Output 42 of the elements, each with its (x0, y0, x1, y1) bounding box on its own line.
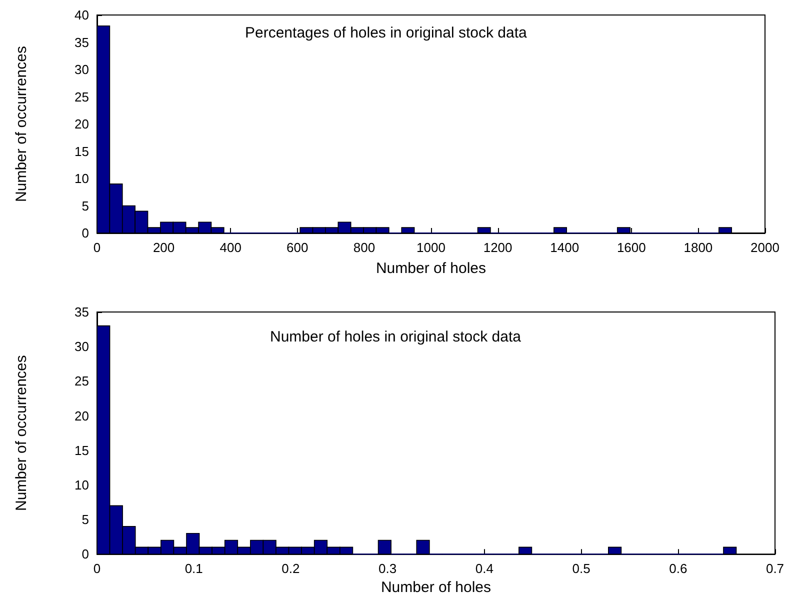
x-axis-title: Number of holes (380, 579, 492, 596)
x-tick-label: 2000 (750, 240, 780, 255)
x-tick-label: 1800 (684, 240, 713, 255)
y-tick-label: 15 (74, 144, 89, 159)
y-tick-label: 30 (74, 339, 89, 354)
x-tick-label: 0.1 (184, 561, 203, 576)
y-axis-title: Number of occurrences (13, 46, 30, 202)
y-tick-label: 0 (82, 226, 89, 240)
y-tick-label: 15 (74, 442, 89, 458)
y-tick-label: 10 (74, 171, 89, 186)
x-tick-label: 0.4 (475, 561, 494, 576)
y-tick-label: 10 (74, 477, 89, 492)
annotation: Number of holes in original stock data (270, 328, 522, 346)
x-tick-label: 0.6 (669, 561, 688, 576)
y-tick-label: 25 (74, 89, 89, 104)
x-tick-label: 200 (152, 240, 175, 255)
x-tick-label: 1000 (416, 240, 446, 255)
x-tick-label: 600 (286, 240, 308, 255)
y-tick-label: 20 (74, 408, 89, 424)
y-axis-title: Number of occurrences (13, 355, 30, 512)
x-tick-label: 400 (220, 240, 242, 255)
y-tick-label: 40 (74, 8, 89, 22)
x-tick-label: 0.5 (572, 561, 590, 576)
y-tick-label: 35 (74, 34, 89, 50)
x-tick-label: 1400 (550, 240, 580, 255)
y-tick-label: 20 (74, 116, 89, 132)
x-tick-label: 1600 (616, 240, 646, 255)
x-axis-title: Number of holes (376, 260, 486, 277)
x-tick-label: 0.7 (766, 561, 784, 576)
x-tick-label: 1200 (483, 240, 512, 255)
annotation: Percentages of holes in original stock data (245, 24, 528, 42)
x-tick-label: 0 (93, 240, 101, 255)
x-tick-label: 800 (353, 240, 376, 255)
y-tick-label: 25 (74, 374, 89, 389)
y-tick-label: 35 (74, 304, 89, 320)
y-tick-label: 0 (82, 546, 89, 562)
y-tick-label: 5 (82, 512, 89, 528)
x-tick-label: 0.3 (378, 561, 397, 576)
y-tick-label: 30 (74, 62, 89, 77)
y-tick-label: 5 (82, 198, 89, 214)
x-tick-label: 0.2 (282, 561, 300, 576)
x-tick-label: 0 (93, 561, 101, 576)
